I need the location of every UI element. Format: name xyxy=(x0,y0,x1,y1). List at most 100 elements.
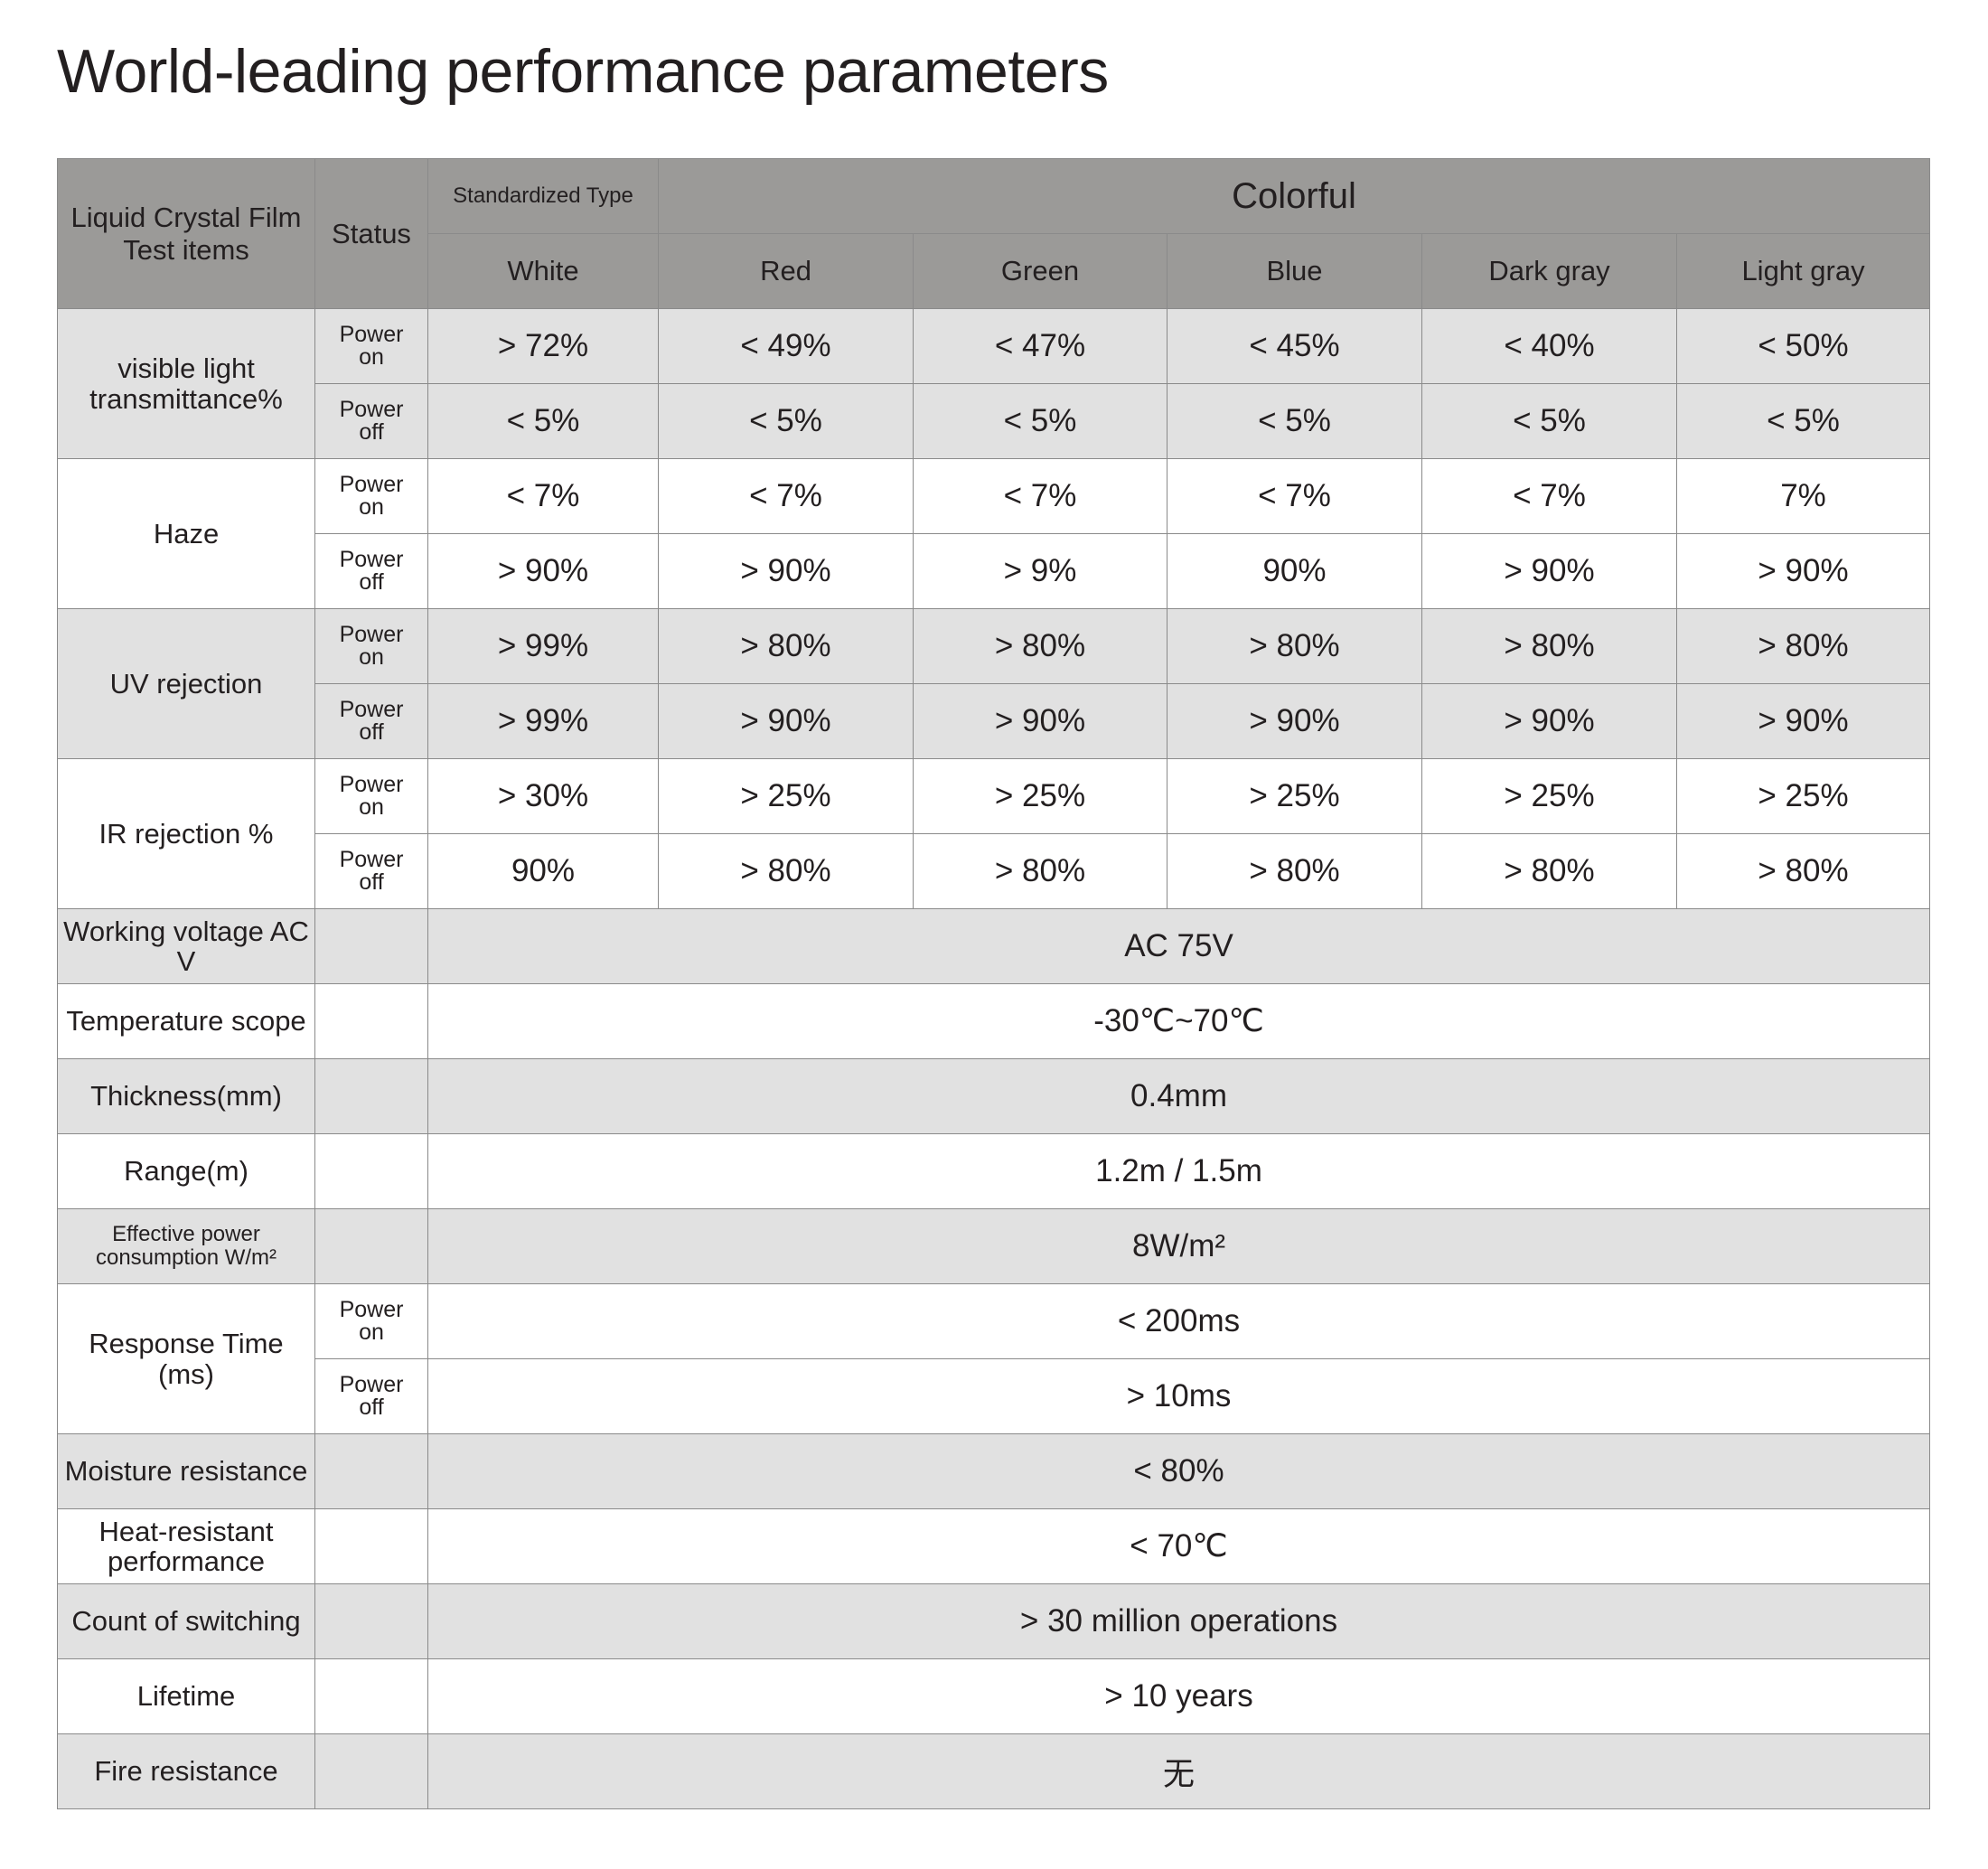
item-cell: visible light transmittance% xyxy=(57,308,315,459)
table-row: Power off 90% > 80% > 80% > 80% > 80% > 80% xyxy=(58,833,1931,909)
table-row: Heat-resistant performance < 70℃ xyxy=(57,1508,1931,1584)
item-cell: Fire resistance xyxy=(57,1733,315,1809)
value-cell: 无 xyxy=(427,1733,1931,1809)
header-cell: White xyxy=(427,233,659,309)
table-row: Thickness(mm) 0.4mm xyxy=(57,1058,1931,1134)
item-cell: IR rejection % xyxy=(57,758,315,909)
value-cell: > 80% xyxy=(1167,833,1422,909)
status-cell xyxy=(314,1508,428,1584)
value-cell: > 80% xyxy=(658,833,914,909)
status-cell: Power on xyxy=(314,1283,428,1359)
status-cell: Power on xyxy=(314,458,428,534)
header-row: Liquid Crystal Film Test items Status St… xyxy=(57,158,1931,309)
status-cell xyxy=(314,1058,428,1134)
value-cell: > 90% xyxy=(913,683,1167,759)
table-row: UV rejection Power on > 99% > 80% > 80% > 80%… xyxy=(57,608,1931,759)
table-row: Range(m) 1.2m / 1.5m xyxy=(57,1133,1931,1209)
table-row: Power off > 10ms xyxy=(58,1358,1931,1434)
value-cell: > 90% xyxy=(658,533,914,609)
value-cell: < 5% xyxy=(913,383,1167,459)
status-text: Power on xyxy=(339,472,404,520)
header-cell: Status xyxy=(314,158,428,309)
status-text: Power off xyxy=(339,847,404,895)
table-row: Fire resistance 无 xyxy=(57,1733,1931,1809)
value-cell: > 72% xyxy=(427,308,659,384)
value-cell: > 9% xyxy=(913,533,1167,609)
status-cell xyxy=(314,1583,428,1659)
value-cell: < 5% xyxy=(1167,383,1422,459)
value-cell: > 80% xyxy=(1675,608,1931,684)
value-cell: > 80% xyxy=(1675,833,1931,909)
status-cell: Power off xyxy=(314,1358,428,1434)
value-cell: < 5% xyxy=(427,383,659,459)
item-cell: UV rejection xyxy=(57,608,315,759)
value-cell: > 25% xyxy=(1167,758,1422,834)
status-text: Power on xyxy=(339,622,404,670)
value-cell: < 80% xyxy=(427,1433,1931,1509)
table-row: Count of switching > 30 million operation… xyxy=(57,1583,1931,1659)
table-row: Moisture resistance < 80% xyxy=(57,1433,1931,1509)
table-row: Haze Power on < 7% < 7% < 7% < 7% < 7% 7% xyxy=(57,458,1931,609)
status-cell xyxy=(314,1208,428,1284)
value-cell: > 80% xyxy=(658,608,914,684)
value-cell: > 99% xyxy=(427,608,659,684)
value-cell: > 80% xyxy=(1167,608,1422,684)
value-cell: 8W/m² xyxy=(427,1208,1931,1284)
status-cell xyxy=(314,1733,428,1809)
item-cell: Thickness(mm) xyxy=(57,1058,315,1134)
status-text: Power on xyxy=(339,772,404,820)
status-cell: Power on xyxy=(314,608,428,684)
table-row: Working voltage AC V AC 75V xyxy=(57,908,1931,984)
value-cell: < 45% xyxy=(1167,308,1422,384)
item-cell: Response Time (ms) xyxy=(57,1283,315,1434)
value-cell: < 200ms xyxy=(427,1283,1931,1359)
value-cell: < 7% xyxy=(427,458,659,534)
value-cell: < 7% xyxy=(658,458,914,534)
header-cell: Standardized Type xyxy=(427,158,659,234)
value-cell: -30℃~70℃ xyxy=(427,983,1931,1059)
item-cell: Effective power consumption W/m² xyxy=(57,1208,315,1284)
value-cell: > 25% xyxy=(1421,758,1677,834)
value-cell: > 90% xyxy=(1421,533,1677,609)
header-row: White Red Green Blue Dark gray Light gray xyxy=(58,233,1931,309)
value-cell: > 90% xyxy=(1167,683,1422,759)
value-cell: > 99% xyxy=(427,683,659,759)
item-cell: Temperature scope xyxy=(57,983,315,1059)
table-row: Effective power consumption W/m² 8W/m² xyxy=(57,1208,1931,1284)
table-row: Response Time (ms) Power on < 200ms xyxy=(57,1283,1931,1434)
table-row: visible light transmittance% Power on > 72… xyxy=(57,308,1931,459)
value-cell: < 49% xyxy=(658,308,914,384)
value-cell: > 10ms xyxy=(427,1358,1931,1434)
status-cell: Power off xyxy=(314,533,428,609)
value-cell: < 5% xyxy=(658,383,914,459)
status-text: Power off xyxy=(339,547,404,595)
value-cell: AC 75V xyxy=(427,908,1931,984)
value-cell: > 30 million operations xyxy=(427,1583,1931,1659)
table-body: visible light transmittance% Power on > 72… xyxy=(57,308,1931,1809)
value-cell: > 80% xyxy=(1421,608,1677,684)
status-cell xyxy=(314,908,428,984)
item-cell: Moisture resistance xyxy=(57,1433,315,1509)
status-cell: Power off xyxy=(314,383,428,459)
header-cell: Liquid Crystal Film Test items xyxy=(57,158,315,309)
value-cell: > 90% xyxy=(1675,533,1931,609)
value-cell: > 80% xyxy=(913,833,1167,909)
value-cell: 7% xyxy=(1675,458,1931,534)
status-cell xyxy=(314,1133,428,1209)
item-cell: Haze xyxy=(57,458,315,609)
table-row: Power off > 90% > 90% > 9% 90% > 90% > 90% xyxy=(58,533,1931,609)
value-cell: > 90% xyxy=(427,533,659,609)
value-cell: < 7% xyxy=(1421,458,1677,534)
table-row: Power off < 5% < 5% < 5% < 5% < 5% < 5% xyxy=(58,383,1931,459)
value-cell: > 25% xyxy=(658,758,914,834)
header-cell: Dark gray xyxy=(1421,233,1677,309)
value-cell: > 25% xyxy=(913,758,1167,834)
status-cell: Power off xyxy=(314,683,428,759)
value-cell: > 80% xyxy=(913,608,1167,684)
value-cell: > 80% xyxy=(1421,833,1677,909)
value-cell: < 5% xyxy=(1421,383,1677,459)
item-cell: Heat-resistant performance xyxy=(57,1508,315,1584)
status-text: Power on xyxy=(339,322,404,370)
header-cell: Colorful xyxy=(657,158,1931,234)
value-cell: < 5% xyxy=(1675,383,1931,459)
